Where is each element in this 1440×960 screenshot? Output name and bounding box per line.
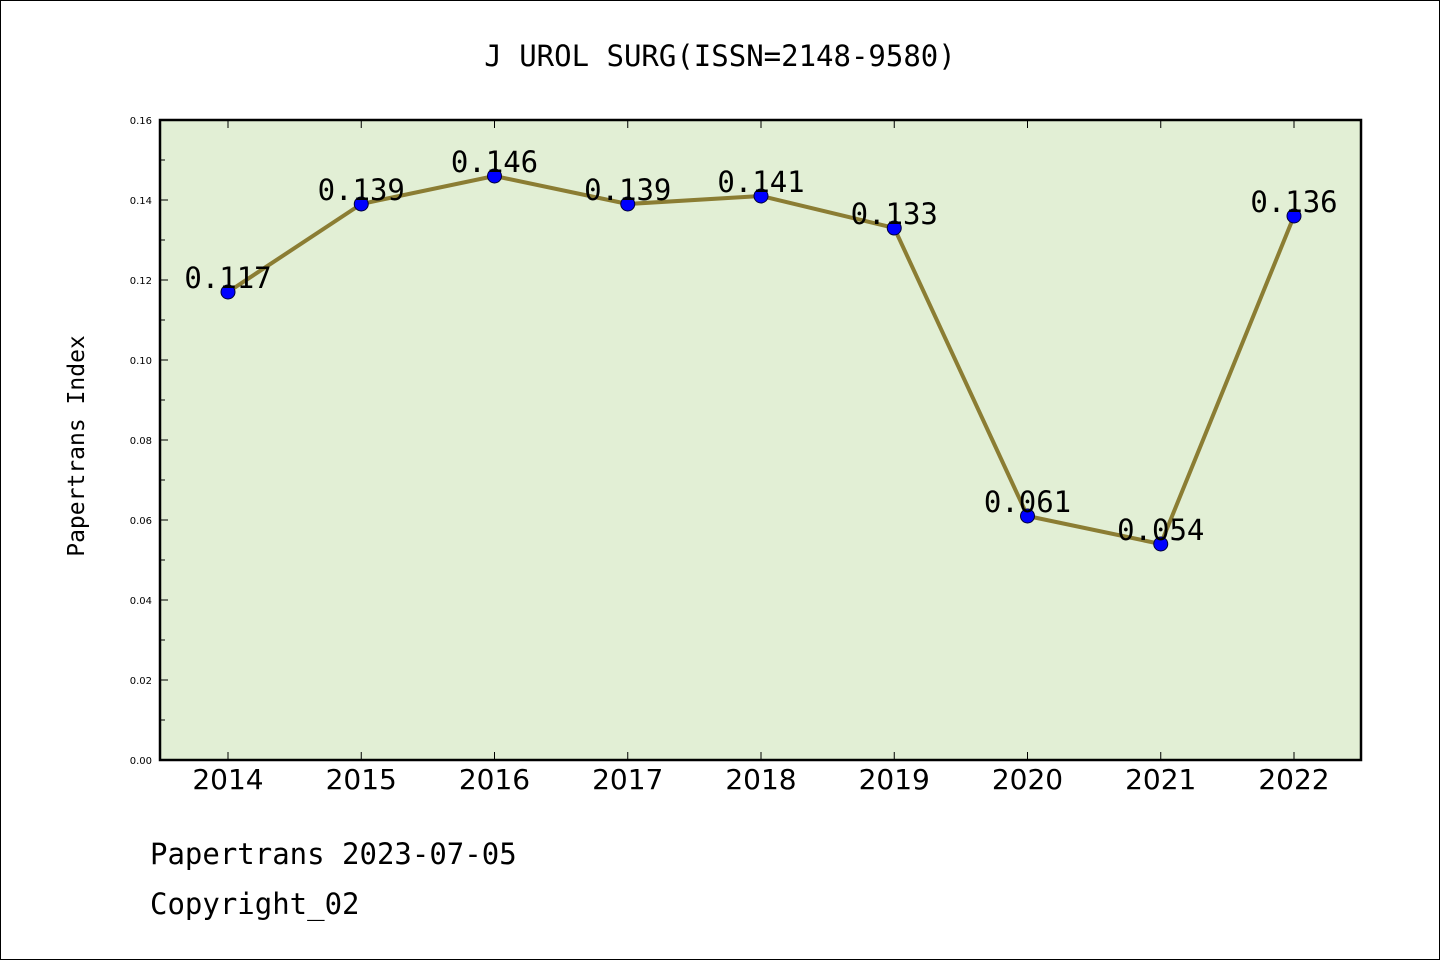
y-tick-label: 0.06 — [130, 516, 152, 527]
x-tick-label: 2014 — [192, 763, 263, 796]
data-point — [220, 284, 236, 300]
x-tick-label: 2019 — [859, 763, 930, 796]
data-label: 0.061 — [984, 485, 1071, 519]
y-tick-label: 0.16 — [130, 116, 152, 127]
x-tick-label: 2022 — [1258, 763, 1329, 796]
series-group: 0.117 0.139 0.146 0.139 0.141 0.133 0.061 0.054… — [184, 145, 1338, 552]
y-tick-label: 0.14 — [130, 196, 152, 207]
y-axis-label: Papertrans Index — [64, 335, 90, 557]
x-tick-label: 2015 — [326, 763, 397, 796]
data-label: 0.054 — [1117, 513, 1204, 547]
y-axis: 0.00 0.02 0.04 0.06 0.08 0.10 0.12 0.14 0.16 — [130, 116, 168, 767]
data-point — [620, 196, 636, 212]
data-label: 0.141 — [717, 165, 804, 199]
data-label: 0.139 — [318, 173, 405, 207]
y-tick-label: 0.10 — [130, 356, 152, 367]
x-axis: 2014 2015 2016 2017 2018 2019 2020 2021 2022 — [192, 120, 1330, 796]
data-point — [487, 168, 502, 184]
data-label: 0.117 — [184, 261, 271, 295]
data-label: 0.133 — [851, 197, 938, 231]
x-tick-label: 2020 — [992, 763, 1063, 796]
data-point — [1020, 508, 1035, 524]
data-point — [753, 188, 769, 204]
y-tick-label: 0.12 — [130, 276, 152, 287]
x-tick-label: 2017 — [592, 763, 663, 796]
data-point — [1153, 536, 1169, 552]
y-tick-label: 0.04 — [130, 596, 152, 607]
x-tick-label: 2018 — [725, 763, 796, 796]
x-tick-label: 2021 — [1125, 763, 1196, 796]
chart-title: J UROL SURG(ISSN=2148-9580) — [484, 39, 955, 73]
y-tick-label: 0.08 — [130, 436, 152, 447]
data-point — [886, 220, 902, 236]
plot-border — [158, 118, 1363, 762]
data-point — [353, 196, 369, 212]
data-label: 0.139 — [584, 173, 671, 207]
data-label: 0.146 — [451, 145, 538, 179]
footer-date: Papertrans 2023-07-05 — [150, 837, 517, 871]
data-label: 0.136 — [1250, 185, 1337, 219]
footer-copyright: Copyright_02 — [150, 887, 360, 922]
y-tick-label: 0.00 — [130, 756, 152, 767]
x-tick-label: 2016 — [459, 763, 530, 796]
data-point — [1286, 208, 1302, 224]
plot-area — [160, 120, 1361, 760]
y-tick-label: 0.02 — [130, 676, 152, 687]
